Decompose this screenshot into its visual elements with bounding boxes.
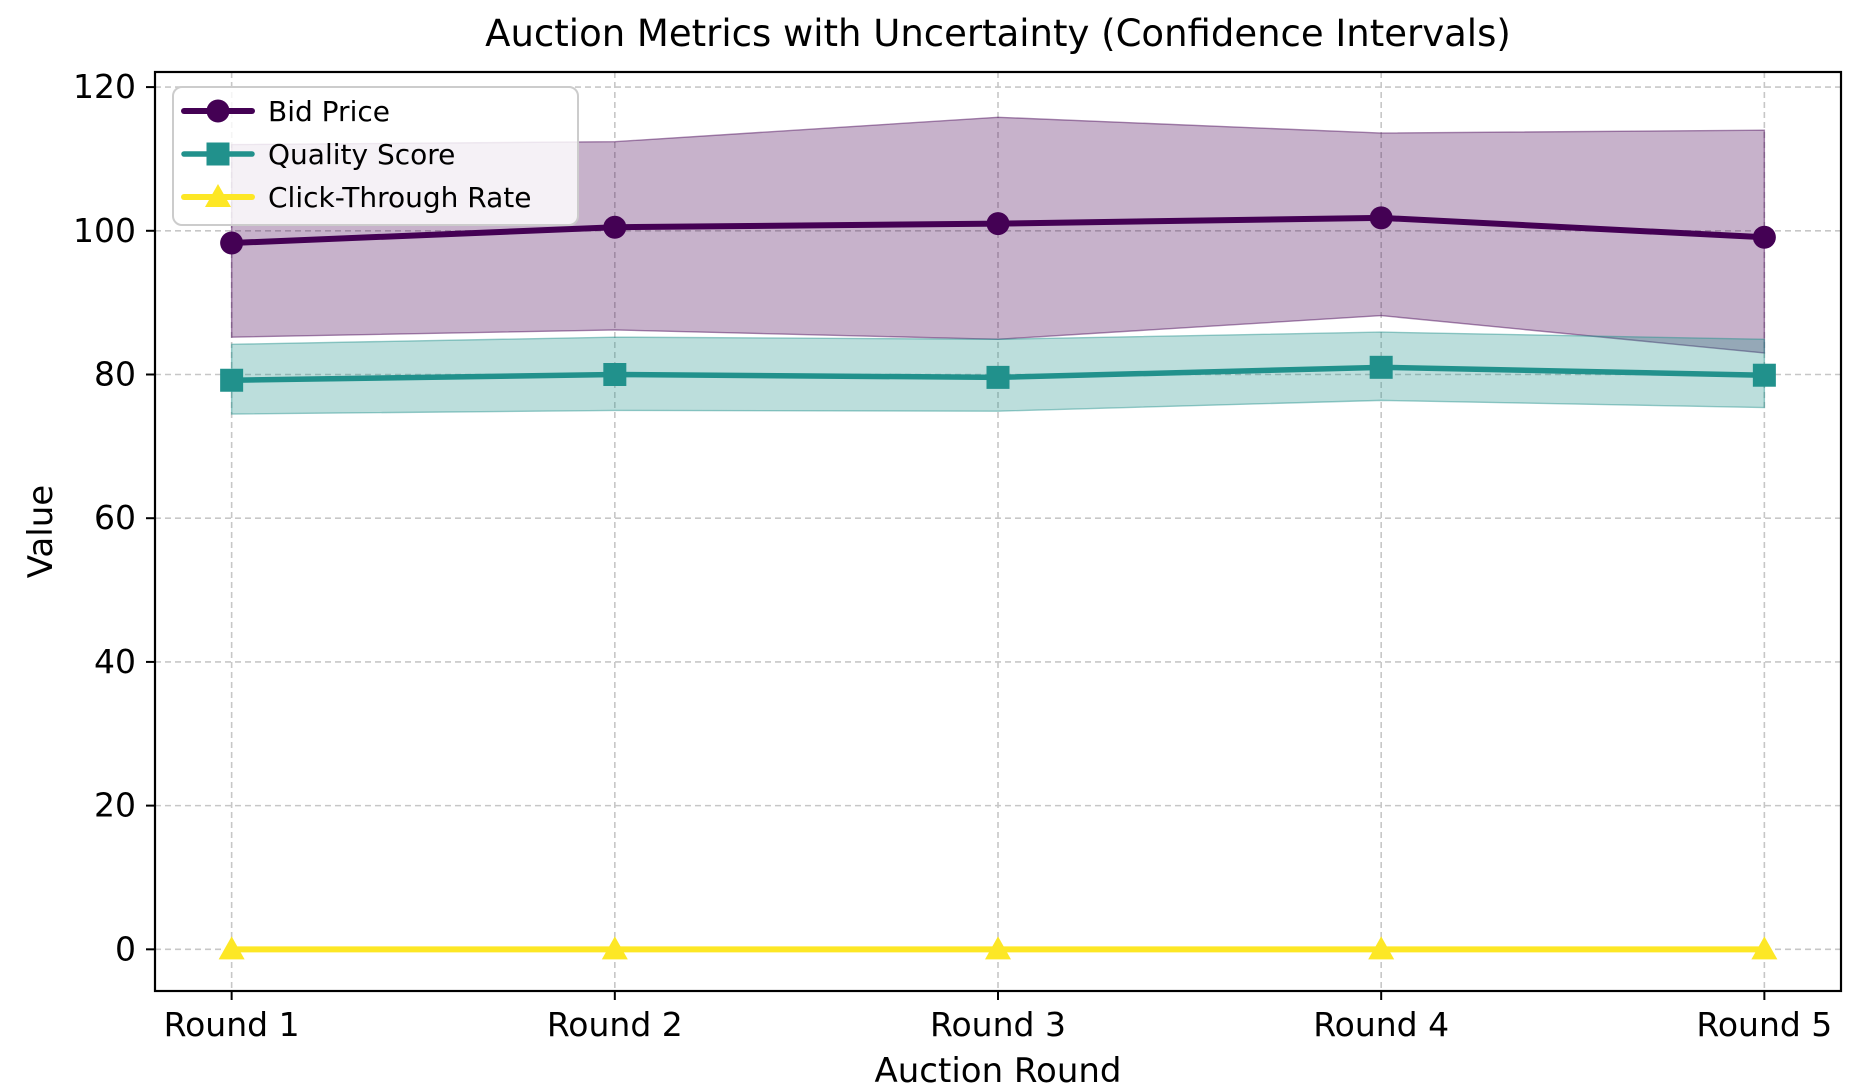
tick-marks xyxy=(146,86,1766,1000)
legend-marker-click-through-rate-icon xyxy=(205,184,231,207)
y-tick-label: 60 xyxy=(94,498,136,537)
x-tick-label: Round 2 xyxy=(547,1005,683,1044)
y-tick-label: 0 xyxy=(115,929,136,968)
legend: Bid Price Quality Score Click-Through Rate xyxy=(172,86,579,226)
marker-bid-price xyxy=(986,212,1010,236)
legend-marker-quality-score-icon xyxy=(206,142,230,166)
x-tick-label: Round 5 xyxy=(1696,1005,1832,1044)
marker-click-through-rate xyxy=(1368,936,1395,960)
y-tick-label: 20 xyxy=(94,786,136,825)
marker-quality-score xyxy=(1369,355,1393,379)
marker-quality-score xyxy=(220,368,244,392)
y-tick-label: 40 xyxy=(94,642,136,681)
legend-item-label: Bid Price xyxy=(268,95,390,128)
y-tick-label: 120 xyxy=(73,67,136,106)
legend-marker-bid-price-icon xyxy=(206,99,230,123)
marker-click-through-rate xyxy=(218,936,245,960)
marker-quality-score xyxy=(603,363,627,387)
marker-quality-score xyxy=(1752,363,1776,387)
marker-quality-score xyxy=(986,365,1010,389)
y-axis-label: Value xyxy=(21,485,61,578)
x-axis-label: Auction Round xyxy=(874,1051,1121,1091)
y-tick-label: 80 xyxy=(94,355,136,394)
marker-bid-price xyxy=(603,215,627,239)
x-tick-label: Round 3 xyxy=(930,1005,1066,1044)
x-tick-label: Round 4 xyxy=(1313,1005,1449,1044)
legend-item-label: Quality Score xyxy=(268,138,455,171)
marker-click-through-rate xyxy=(601,936,628,960)
marker-click-through-rate xyxy=(1751,936,1778,960)
marker-bid-price xyxy=(1752,225,1776,249)
marker-bid-price xyxy=(220,231,244,255)
y-tick-label: 100 xyxy=(73,211,136,250)
chart-title: Auction Metrics with Uncertainty (Confid… xyxy=(485,12,1511,55)
marker-bid-price xyxy=(1369,206,1393,230)
x-tick-label: Round 1 xyxy=(164,1005,300,1044)
legend-item-label: Click-Through Rate xyxy=(268,181,532,214)
marker-click-through-rate xyxy=(985,936,1011,960)
legend-box xyxy=(172,86,579,226)
